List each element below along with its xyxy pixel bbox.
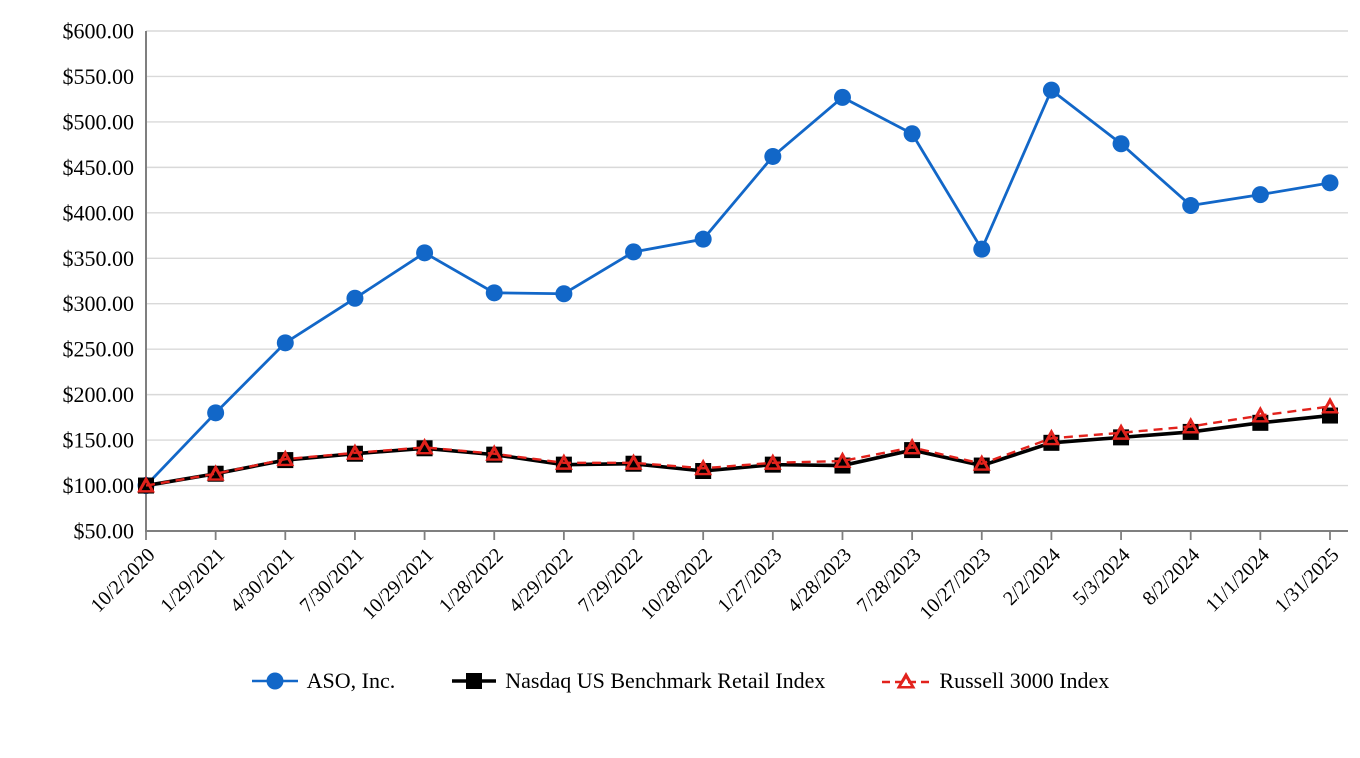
svg-text:4/29/2022: 4/29/2022 (504, 544, 577, 617)
legend-label-nasdaq-retail: Nasdaq US Benchmark Retail Index (505, 668, 826, 693)
total-return-comparison-chart: $600.00 $550.00 $500.00 $450.00 $400.00 $350.… (63, 19, 1348, 624)
legend-label-aso: ASO, Inc. (306, 668, 396, 693)
svg-text:$200.00: $200.00 (63, 382, 135, 407)
svg-text:1/28/2022: 1/28/2022 (435, 544, 508, 617)
svg-text:$550.00: $550.00 (63, 64, 135, 89)
series-russell-markers (137, 396, 1339, 493)
aso-line-circle-icon (251, 671, 299, 691)
svg-text:$150.00: $150.00 (63, 428, 135, 453)
svg-text:10/28/2022: 10/28/2022 (637, 544, 717, 624)
legend-label-russell: Russell 3000 Index (939, 668, 1110, 693)
svg-text:10/2/2020: 10/2/2020 (87, 544, 160, 617)
svg-text:$50.00: $50.00 (74, 519, 135, 544)
svg-text:8/2/2024: 8/2/2024 (1138, 544, 1204, 610)
svg-text:2/2/2024: 2/2/2024 (999, 544, 1065, 610)
series-nasdaq-markers (138, 407, 1338, 494)
series-russell-line (145, 405, 1331, 487)
svg-text:1/31/2025: 1/31/2025 (1271, 544, 1344, 617)
axes (145, 31, 1348, 540)
legend-item-nasdaq-retail: Nasdaq US Benchmark Retail Index (451, 668, 825, 694)
chart-legend: ASO, Inc. Nasdaq US Benchmark Retail Ind… (0, 668, 1360, 694)
x-axis-labels: 10/2/20201/29/20214/30/20217/30/202110/2… (87, 544, 1344, 624)
series-aso-markers (137, 81, 1339, 495)
svg-text:$400.00: $400.00 (63, 200, 135, 225)
svg-text:$100.00: $100.00 (63, 473, 135, 498)
svg-text:10/29/2021: 10/29/2021 (358, 544, 438, 624)
svg-text:7/28/2023: 7/28/2023 (853, 544, 926, 617)
svg-text:$350.00: $350.00 (63, 246, 135, 271)
nasdaq-line-square-icon (451, 671, 497, 691)
legend-item-russell: Russell 3000 Index (881, 668, 1109, 694)
svg-text:$300.00: $300.00 (63, 291, 135, 316)
svg-text:$500.00: $500.00 (63, 109, 135, 134)
svg-text:5/3/2024: 5/3/2024 (1069, 544, 1135, 610)
svg-text:7/29/2022: 7/29/2022 (574, 544, 647, 617)
svg-text:$450.00: $450.00 (63, 155, 135, 180)
svg-text:11/1/2024: 11/1/2024 (1201, 544, 1273, 616)
svg-text:10/27/2023: 10/27/2023 (915, 544, 995, 624)
series-aso-line (144, 87, 1331, 487)
svg-text:7/30/2021: 7/30/2021 (296, 544, 369, 617)
svg-text:4/30/2021: 4/30/2021 (226, 544, 299, 617)
legend-item-aso: ASO, Inc. (251, 668, 396, 694)
svg-text:1/29/2021: 1/29/2021 (156, 544, 229, 617)
svg-text:$250.00: $250.00 (63, 337, 135, 362)
series-nasdaq-line (145, 413, 1331, 488)
y-gridlines (146, 30, 1348, 487)
svg-text:1/27/2023: 1/27/2023 (713, 544, 786, 617)
svg-text:$600.00: $600.00 (63, 19, 135, 44)
y-axis-labels: $600.00 $550.00 $500.00 $450.00 $400.00 $350.… (63, 19, 135, 544)
svg-text:4/28/2023: 4/28/2023 (783, 544, 856, 617)
russell-dashed-triangle-icon (881, 670, 931, 692)
